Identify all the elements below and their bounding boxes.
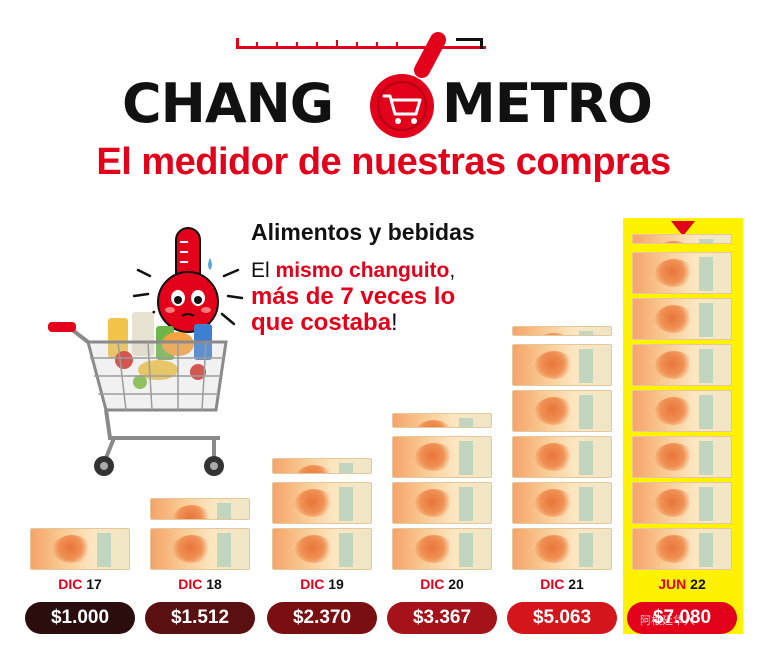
ruler-icon <box>236 38 486 49</box>
banknote-1000-icon <box>512 528 612 570</box>
period-month: DIC <box>300 576 329 592</box>
banknote-1000-icon <box>512 326 612 336</box>
banknote-1000-icon <box>632 298 732 340</box>
banknote-1000-icon <box>272 482 372 524</box>
message-line-2: más de 7 veces lo <box>251 283 455 311</box>
banknote-1000-icon <box>512 436 612 478</box>
banknote-1000-icon <box>392 436 492 478</box>
value-pill: $1.512 <box>145 602 255 634</box>
banknote-1000-icon <box>272 528 372 570</box>
period-month: DIC <box>58 576 87 592</box>
banknote-1000-icon <box>632 436 732 478</box>
message-highlight-3: que costaba <box>251 309 392 336</box>
banknote-1000-icon <box>512 390 612 432</box>
period-year: 21 <box>568 576 584 592</box>
value-pill: $1.000 <box>25 602 135 634</box>
banknote-1000-icon <box>392 528 492 570</box>
banknote-1000-icon <box>632 344 732 386</box>
banknote-1000-icon <box>512 344 612 386</box>
period-label: DIC 18 <box>145 576 255 592</box>
banknote-1000-icon <box>632 482 732 524</box>
banknote-1000-icon <box>30 528 130 570</box>
period-month: DIC <box>540 576 569 592</box>
message-highlight-1: mismo changuito <box>275 259 450 282</box>
period-label: JUN 22 <box>627 576 737 592</box>
value-pill: $3.367 <box>387 602 497 634</box>
message-exclaim: ! <box>391 309 398 336</box>
value-pill: $7.080 <box>627 602 737 634</box>
thermometer-mascot-icon <box>132 227 244 333</box>
watermark-text: 阿根廷华人 <box>640 615 695 627</box>
changometro-logo-gauge <box>236 38 486 49</box>
period-year: 19 <box>328 576 344 592</box>
banknote-1000-icon <box>512 482 612 524</box>
message-plain: El <box>251 259 276 282</box>
banknote-1000-icon <box>392 482 492 524</box>
period-year: 17 <box>86 576 102 592</box>
title-right: METRO <box>442 72 653 135</box>
value-pill: $5.063 <box>507 602 617 634</box>
period-label: DIC 21 <box>507 576 617 592</box>
banknote-1000-icon <box>150 528 250 570</box>
banknote-1000-icon <box>272 458 372 474</box>
banknote-1000-icon <box>150 498 250 520</box>
period-label: DIC 19 <box>267 576 377 592</box>
banknote-1000-icon <box>632 390 732 432</box>
groceries-icon <box>108 312 212 389</box>
title-left: CHANG <box>122 72 334 135</box>
period-label: DIC 20 <box>387 576 497 592</box>
period-year: 22 <box>690 576 706 592</box>
message-comma: , <box>449 259 456 282</box>
message-highlight-2: más de 7 veces lo <box>251 283 456 310</box>
message-line-1: El mismo changuito, <box>251 257 455 285</box>
pointer-arrow-icon <box>671 221 695 236</box>
period-month: DIC <box>420 576 449 592</box>
banknote-1000-icon <box>632 234 732 244</box>
message-line-3: que costaba! <box>251 309 398 337</box>
subtitle: El medidor de nuestras compras <box>96 141 671 183</box>
gauge-cart-icon <box>370 31 446 138</box>
period-month: DIC <box>178 576 207 592</box>
period-year: 18 <box>206 576 222 592</box>
period-label: DIC 17 <box>25 576 135 592</box>
category-label: Alimentos y bebidas <box>251 219 475 245</box>
banknote-1000-icon <box>392 413 492 428</box>
period-year: 20 <box>448 576 464 592</box>
value-pill: $2.370 <box>267 602 377 634</box>
period-month: JUN <box>658 576 691 592</box>
banknote-1000-icon <box>632 528 732 570</box>
shopping-cart-icon <box>48 312 228 476</box>
banknote-1000-icon <box>632 252 732 294</box>
